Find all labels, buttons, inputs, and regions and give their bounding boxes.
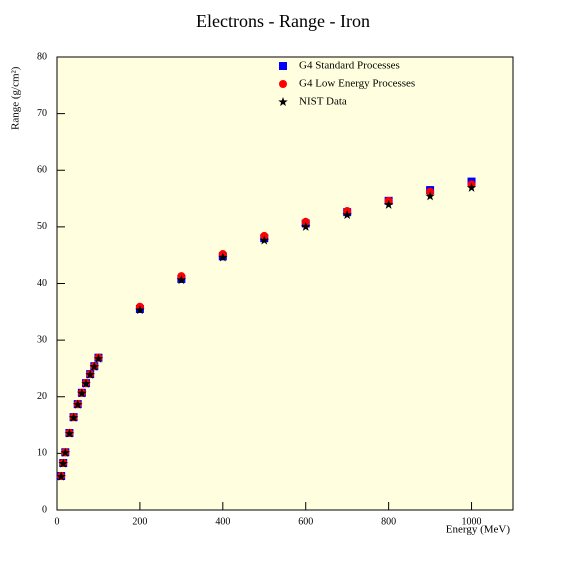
y-tick-label: 60 — [37, 165, 47, 176]
x-axis-label: Energy (MeV) — [446, 524, 511, 536]
point — [64, 428, 75, 438]
legend-label: G4 Low Energy Processes — [299, 78, 415, 90]
x-tick-label: 1000 — [462, 516, 482, 527]
plot-area — [56, 56, 514, 511]
x-tick-label: 200 — [132, 516, 147, 527]
point — [135, 305, 145, 315]
legend-label: NIST Data — [299, 96, 347, 108]
point — [85, 369, 95, 379]
point — [93, 353, 104, 363]
point — [218, 252, 228, 262]
point — [300, 221, 311, 231]
legend-marker — [278, 97, 288, 107]
x-tick-label: 600 — [298, 516, 313, 527]
point — [425, 191, 435, 201]
x-tick-label: 800 — [381, 516, 396, 527]
y-tick-label: 70 — [37, 108, 47, 119]
chart-title: Electrons - Range - Iron — [196, 11, 370, 31]
point — [77, 388, 87, 398]
legend-label: G4 Standard Processes — [299, 60, 400, 72]
legend-marker — [279, 80, 287, 88]
y-tick-label: 80 — [37, 51, 47, 62]
x-tick-label: 400 — [215, 516, 230, 527]
point — [301, 217, 310, 226]
y-tick-label: 0 — [42, 504, 47, 515]
y-tick-label: 40 — [37, 278, 47, 289]
point — [342, 209, 352, 220]
point — [383, 199, 394, 209]
point — [56, 471, 66, 481]
point — [58, 458, 68, 468]
point — [466, 182, 477, 192]
point — [81, 378, 91, 388]
x-tick-label: 0 — [55, 516, 60, 527]
point — [259, 235, 270, 245]
point — [176, 275, 187, 285]
point — [72, 399, 83, 409]
point — [60, 447, 71, 457]
y-tick-label: 20 — [37, 391, 47, 402]
y-tick-label: 10 — [37, 448, 47, 459]
point — [89, 361, 100, 371]
legend-marker — [279, 62, 287, 70]
y-axis-label: Range (g/cm²) — [10, 66, 22, 130]
point — [68, 412, 79, 422]
y-tick-label: 30 — [37, 334, 47, 345]
y-tick-label: 50 — [37, 221, 47, 232]
